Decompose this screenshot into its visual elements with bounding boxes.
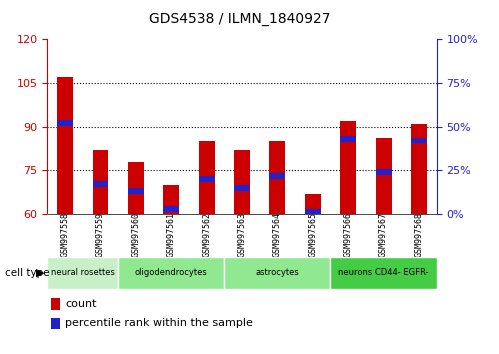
Text: GSM997562: GSM997562 xyxy=(202,212,211,257)
Bar xyxy=(128,161,144,214)
Bar xyxy=(340,136,356,142)
Text: GSM997568: GSM997568 xyxy=(415,212,424,257)
Text: GSM997566: GSM997566 xyxy=(344,212,353,257)
Text: GSM997563: GSM997563 xyxy=(238,212,247,257)
Bar xyxy=(51,318,60,330)
Bar xyxy=(128,188,144,194)
Text: oligodendrocytes: oligodendrocytes xyxy=(135,268,208,277)
Bar xyxy=(163,185,179,214)
Bar xyxy=(269,173,285,178)
Bar xyxy=(376,169,392,175)
Text: neurons CD44- EGFR-: neurons CD44- EGFR- xyxy=(338,268,429,277)
Text: neural rosettes: neural rosettes xyxy=(51,268,115,277)
Bar xyxy=(234,150,250,214)
Bar xyxy=(57,77,73,214)
Bar xyxy=(57,120,73,126)
Bar xyxy=(199,141,215,214)
Bar xyxy=(92,150,108,214)
Bar xyxy=(269,141,285,214)
Text: GSM997567: GSM997567 xyxy=(379,212,388,257)
Bar xyxy=(234,185,250,191)
Text: GSM997560: GSM997560 xyxy=(131,212,140,257)
Bar xyxy=(199,176,215,182)
Bar xyxy=(376,138,392,214)
Bar xyxy=(411,138,427,143)
Text: count: count xyxy=(65,299,96,309)
Text: percentile rank within the sample: percentile rank within the sample xyxy=(65,319,253,329)
Text: GDS4538 / ILMN_1840927: GDS4538 / ILMN_1840927 xyxy=(149,12,330,27)
Text: GSM997565: GSM997565 xyxy=(308,212,317,257)
Bar xyxy=(225,257,330,289)
Text: GSM997558: GSM997558 xyxy=(60,212,69,257)
Text: GSM997559: GSM997559 xyxy=(96,212,105,257)
Bar xyxy=(92,182,108,187)
Bar xyxy=(305,210,321,215)
Bar xyxy=(118,257,225,289)
Bar xyxy=(330,257,437,289)
Bar xyxy=(47,257,118,289)
Bar xyxy=(411,124,427,214)
Text: astrocytes: astrocytes xyxy=(255,268,299,277)
Text: ▶: ▶ xyxy=(36,268,45,278)
Bar xyxy=(340,121,356,214)
Text: cell type: cell type xyxy=(5,268,49,278)
Text: GSM997561: GSM997561 xyxy=(167,212,176,257)
Bar xyxy=(163,206,179,212)
Bar xyxy=(305,194,321,214)
Bar xyxy=(51,298,60,310)
Text: GSM997564: GSM997564 xyxy=(273,212,282,257)
